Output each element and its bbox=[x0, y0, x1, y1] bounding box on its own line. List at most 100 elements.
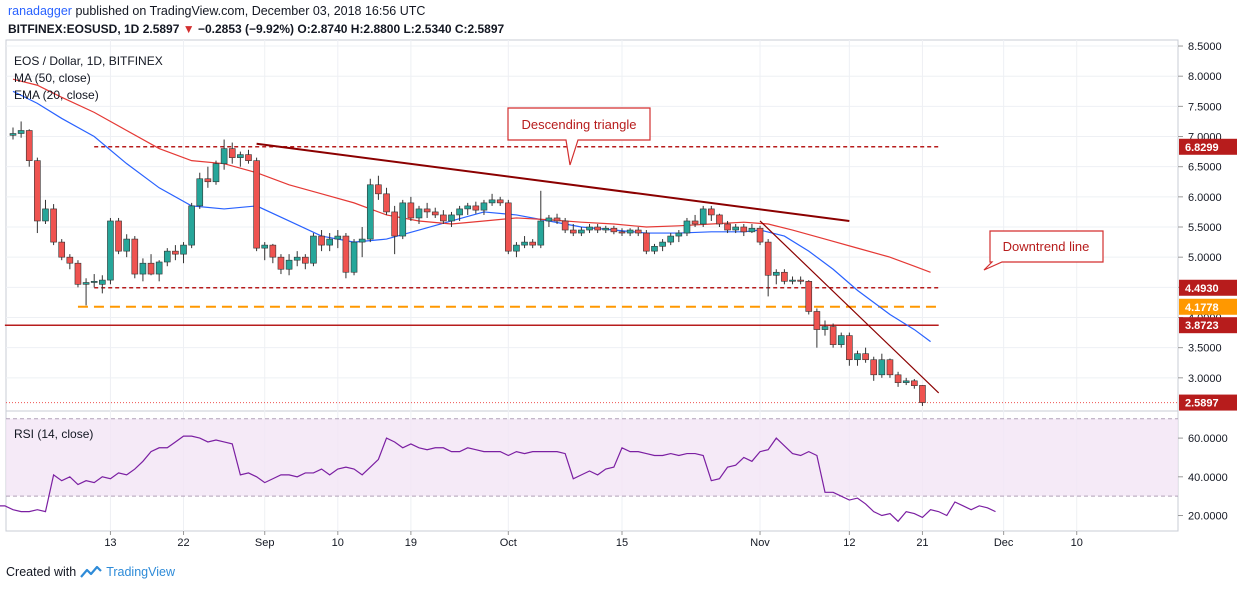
candlesticks[interactable] bbox=[9, 121, 926, 406]
candle bbox=[602, 225, 610, 234]
candle bbox=[155, 260, 163, 282]
candle-body bbox=[431, 211, 439, 216]
candle-body bbox=[310, 235, 317, 264]
candle bbox=[253, 157, 260, 252]
publish-info: ranadagger published on TradingView.com,… bbox=[8, 4, 425, 18]
rsi-tick-label: 60.0000 bbox=[1188, 433, 1228, 445]
publisher-name[interactable]: ranadagger bbox=[8, 4, 72, 18]
candle-body bbox=[919, 385, 926, 403]
candle-body bbox=[756, 227, 764, 243]
candle-body bbox=[610, 227, 618, 233]
rsi-band bbox=[0, 418, 1178, 523]
candle-body bbox=[789, 279, 796, 282]
x-tick-label: 19 bbox=[405, 537, 417, 549]
candle bbox=[846, 332, 853, 366]
created-with-text: Created with bbox=[6, 565, 77, 579]
price-label-box bbox=[1179, 317, 1237, 334]
candle bbox=[578, 227, 585, 237]
candle-body bbox=[50, 208, 57, 243]
candle bbox=[212, 160, 220, 185]
tradingview-brand[interactable]: TradingView bbox=[106, 565, 175, 579]
candle-body bbox=[813, 311, 821, 330]
candle bbox=[643, 230, 650, 255]
candle-body bbox=[659, 241, 666, 247]
candle-body bbox=[237, 154, 244, 158]
x-tick-label: 13 bbox=[104, 537, 116, 549]
legend-ma: MA (50, close) bbox=[14, 71, 91, 85]
candle bbox=[423, 202, 431, 218]
candle bbox=[342, 233, 350, 279]
candle bbox=[878, 353, 886, 378]
candle-body bbox=[415, 208, 423, 219]
price-label-box bbox=[1179, 394, 1237, 411]
candle bbox=[334, 230, 342, 249]
candle bbox=[350, 239, 358, 276]
candle-body bbox=[716, 214, 723, 225]
candle-body bbox=[99, 279, 106, 285]
price-levels bbox=[4, 146, 1178, 404]
candle bbox=[911, 379, 918, 389]
candle-body bbox=[545, 217, 553, 222]
candle bbox=[310, 233, 317, 267]
x-tick-label: 21 bbox=[916, 537, 928, 549]
rsi-overbought-oversold-band bbox=[6, 418, 1178, 497]
candle-body bbox=[667, 235, 675, 243]
ema-20-line bbox=[12, 78, 931, 273]
candle-body bbox=[212, 163, 220, 183]
candle-body bbox=[261, 244, 269, 249]
candle bbox=[521, 236, 528, 249]
candle-body bbox=[846, 335, 853, 361]
price-label-box bbox=[1179, 298, 1237, 315]
candle bbox=[302, 254, 309, 270]
x-tick-label: Nov bbox=[750, 537, 770, 549]
candle bbox=[862, 347, 869, 363]
downtrend-line-callout[interactable]: Downtrend line bbox=[983, 230, 1104, 271]
candle bbox=[383, 187, 390, 215]
candle bbox=[651, 243, 658, 255]
candle-body bbox=[561, 220, 569, 231]
candle bbox=[691, 214, 699, 228]
candle-body bbox=[829, 326, 837, 345]
candle-body bbox=[196, 178, 204, 207]
candle bbox=[902, 377, 910, 386]
candle-body bbox=[334, 235, 342, 240]
candle bbox=[163, 248, 171, 267]
price-label: 4.1778 bbox=[1185, 302, 1219, 314]
candle-body bbox=[269, 244, 277, 258]
candle bbox=[188, 202, 195, 249]
candle-body bbox=[837, 335, 845, 345]
candle bbox=[82, 278, 90, 306]
candle bbox=[683, 217, 691, 237]
candle bbox=[781, 269, 788, 285]
candle bbox=[9, 127, 17, 140]
candle bbox=[594, 223, 601, 234]
candle bbox=[180, 242, 187, 264]
candle-body bbox=[326, 238, 333, 246]
x-tick-label: 15 bbox=[616, 537, 628, 549]
candle-body bbox=[58, 241, 66, 258]
trendlines bbox=[256, 142, 940, 394]
candle-body bbox=[220, 148, 228, 164]
candle-body bbox=[740, 226, 748, 233]
symbol-name: BITFINEX:EOSUSD, 1D bbox=[8, 22, 140, 36]
candle bbox=[708, 205, 715, 221]
candle-body bbox=[537, 220, 545, 246]
candle bbox=[131, 236, 139, 279]
ohlc-values: O:2.8740 H:2.8800 L:2.5340 C:2.5897 bbox=[297, 22, 505, 36]
candle-body bbox=[245, 154, 252, 161]
candle bbox=[919, 385, 926, 406]
candle-body bbox=[17, 130, 25, 134]
candle-body bbox=[342, 235, 350, 273]
candle bbox=[716, 213, 723, 228]
candle bbox=[740, 223, 748, 237]
candle bbox=[448, 211, 455, 228]
candle bbox=[366, 178, 374, 243]
rsi-tick-label: 20.0000 bbox=[1188, 511, 1228, 523]
candle-body bbox=[131, 238, 139, 275]
candle-body bbox=[529, 241, 536, 246]
candle-body bbox=[147, 262, 155, 275]
downtrend-line-label: Downtrend line bbox=[1003, 239, 1090, 254]
descending-triangle-callout[interactable]: Descending triangle bbox=[507, 107, 651, 166]
x-tick-label: Sep bbox=[255, 537, 275, 549]
